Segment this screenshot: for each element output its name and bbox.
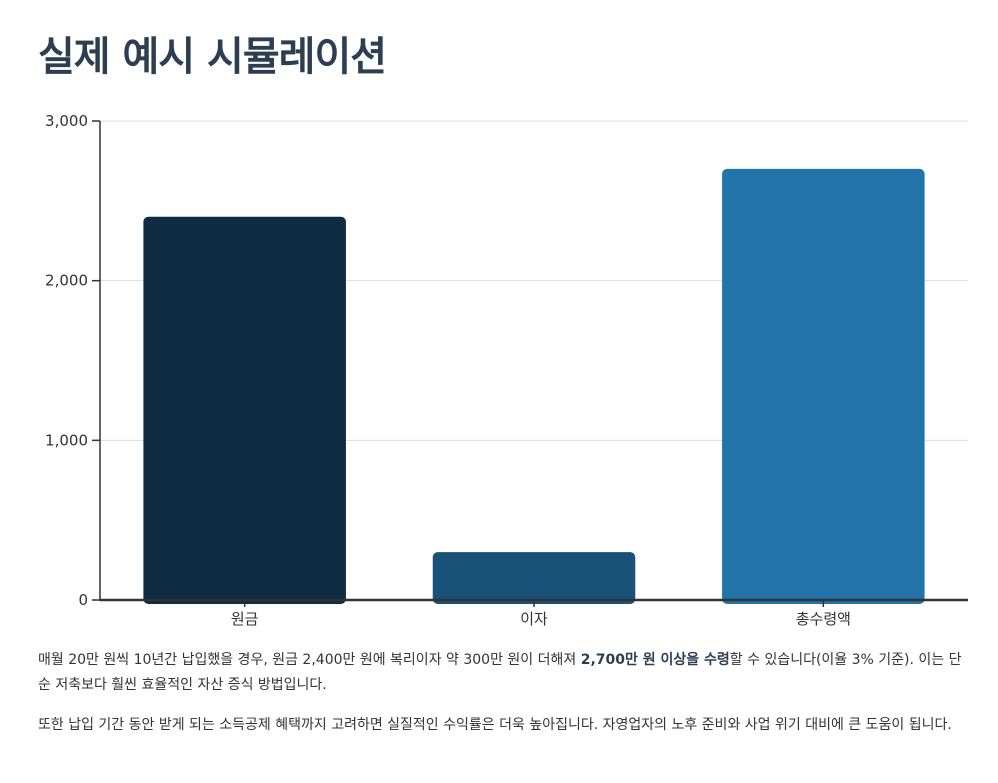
bar-3 [722, 168, 925, 604]
paragraph-summary-before: 매월 20만 원씩 10년간 납입했을 경우, 원금 2,400만 원에 복리이… [38, 652, 581, 668]
y-tick-label: 1,000 [45, 431, 88, 449]
paragraph-summary-emphasis: 2,700만 원 이상을 수령 [580, 652, 730, 668]
x-tick-label: 원금 [231, 610, 259, 628]
y-tick-label: 3,000 [45, 112, 88, 130]
tick-labels: 0 1,000 2,000 3,000 원금 이자 총수령액 [45, 112, 851, 628]
axes [92, 120, 968, 607]
bars [143, 168, 925, 605]
y-tick-label: 0 [78, 591, 88, 609]
x-tick-label: 총수령액 [796, 610, 851, 628]
bar-2 [432, 552, 636, 604]
page-title: 실제 예시 시뮬레이션 [38, 34, 387, 80]
paragraph-summary: 매월 20만 원씩 10년간 납입했을 경우, 원금 2,400만 원에 복리이… [38, 648, 968, 698]
paragraph-summary-after: 할 수 있습니다(이율 3% 기준). 이는 단순 저축보다 훨씬 효율적인 자… [38, 652, 962, 693]
x-tick-label: 이자 [520, 610, 548, 628]
bar-1 [143, 216, 346, 605]
y-tick-label: 2,000 [45, 272, 88, 290]
paragraph-tax-benefit: 또한 납입 기간 동안 받게 되는 소득공제 혜택까지 고려하면 실질적인 수익… [38, 717, 952, 733]
bar-chart: 0 1,000 2,000 3,000 원금 이자 총수령액 [45, 112, 968, 628]
